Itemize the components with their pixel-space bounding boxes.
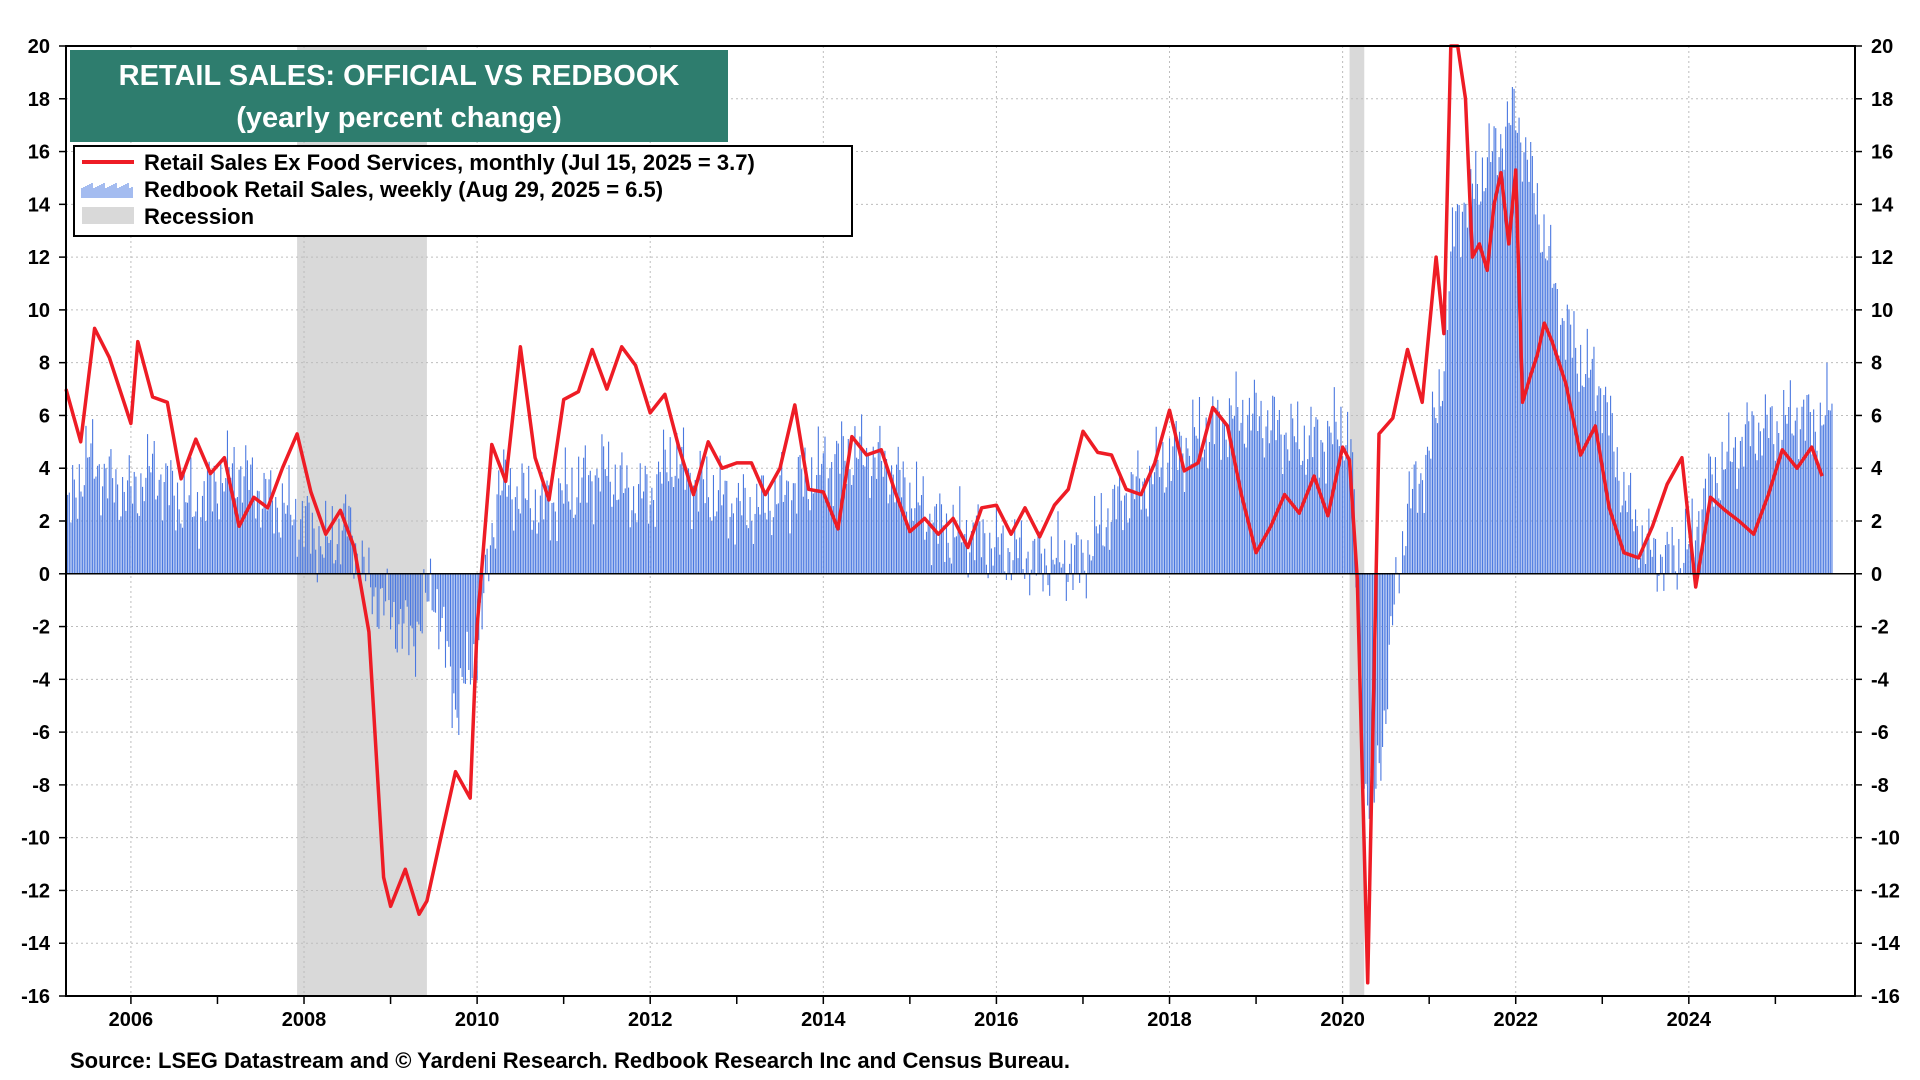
y-tick-label-left: 6 <box>39 405 50 427</box>
legend-bar-swatch <box>81 183 133 198</box>
x-tick-label: 2022 <box>1493 1009 1538 1031</box>
y-tick-label-right: -2 <box>1871 617 1889 639</box>
y-tick-label-left: 8 <box>39 353 50 375</box>
y-tick-label-right: 8 <box>1871 353 1882 375</box>
y-tick-label-right: 20 <box>1871 36 1893 58</box>
y-tick-label-right: -8 <box>1871 775 1889 797</box>
y-tick-label-right: 10 <box>1871 300 1893 322</box>
title-box <box>70 50 728 142</box>
y-tick-label-left: 14 <box>28 194 51 216</box>
y-tick-label-right: 4 <box>1871 458 1883 480</box>
x-tick-label: 2008 <box>282 1009 327 1031</box>
x-tick-label: 2006 <box>109 1009 154 1031</box>
legend-bar-label: Redbook Retail Sales, weekly (Aug 29, 20… <box>144 177 663 202</box>
y-tick-label-right: 2 <box>1871 511 1882 533</box>
y-tick-label-left: 20 <box>28 36 50 58</box>
y-tick-label-right: 16 <box>1871 142 1893 164</box>
x-axis: 2006 2008 2010 2012 2014 2016 2018 2020 2022 2024 <box>109 996 1777 1031</box>
x-tick-label: 2014 <box>801 1009 846 1031</box>
x-tick-label: 2018 <box>1147 1009 1192 1031</box>
retail-sales-line <box>64 44 1824 985</box>
legend-box <box>73 145 853 237</box>
legend-recession-label: Recession <box>144 204 254 229</box>
y-tick-label-left: 0 <box>39 564 50 586</box>
y-tick-label-left: -4 <box>32 669 51 691</box>
y-tick-label-right: 12 <box>1871 247 1893 269</box>
x-tick-label: 2016 <box>974 1009 1019 1031</box>
x-tick-label: 2024 <box>1667 1009 1712 1031</box>
y-tick-label-left: 4 <box>39 458 51 480</box>
y-tick-label-right: 6 <box>1871 405 1882 427</box>
y-tick-label-left: -2 <box>32 617 50 639</box>
y-tick-label-left: -6 <box>32 722 50 744</box>
source-note: Source: LSEG Datastream and © Yardeni Re… <box>70 1048 1070 1073</box>
legend-line-label: Retail Sales Ex Food Services, monthly (… <box>144 150 755 175</box>
y-tick-label-left: 12 <box>28 247 50 269</box>
y-tick-label-right: -10 <box>1871 828 1900 850</box>
retail-sales-series-line <box>64 44 1824 985</box>
y-tick-label-right: -4 <box>1871 669 1890 691</box>
y-tick-label-right: 14 <box>1871 194 1894 216</box>
y-tick-label-left: 2 <box>39 511 50 533</box>
y-tick-label-left: -10 <box>21 828 50 850</box>
y-tick-label-right: 0 <box>1871 564 1882 586</box>
y-tick-label-left: 10 <box>28 300 50 322</box>
y-tick-label-left: -8 <box>32 775 50 797</box>
y-tick-label-left: -16 <box>21 986 50 1008</box>
y-tick-label-right: -14 <box>1871 933 1901 955</box>
y-tick-label-right: 18 <box>1871 89 1893 111</box>
x-tick-label: 2020 <box>1320 1009 1365 1031</box>
chart-title: RETAIL SALES: OFFICIAL VS REDBOOK <box>119 60 680 92</box>
x-tick-label: 2012 <box>628 1009 673 1031</box>
y-tick-label-left: -12 <box>21 880 50 902</box>
y-tick-label-left: 18 <box>28 89 50 111</box>
y-tick-label-right: -12 <box>1871 880 1900 902</box>
chart-subtitle: (yearly percent change) <box>236 102 562 134</box>
redbook-bars <box>65 87 1833 819</box>
y-tick-label-right: -16 <box>1871 986 1900 1008</box>
y-tick-label-left: -14 <box>21 933 51 955</box>
legend-recession-swatch <box>82 207 134 224</box>
x-tick-label: 2010 <box>455 1009 500 1031</box>
y-tick-label-right: -6 <box>1871 722 1889 744</box>
y-tick-label-left: 16 <box>28 142 50 164</box>
